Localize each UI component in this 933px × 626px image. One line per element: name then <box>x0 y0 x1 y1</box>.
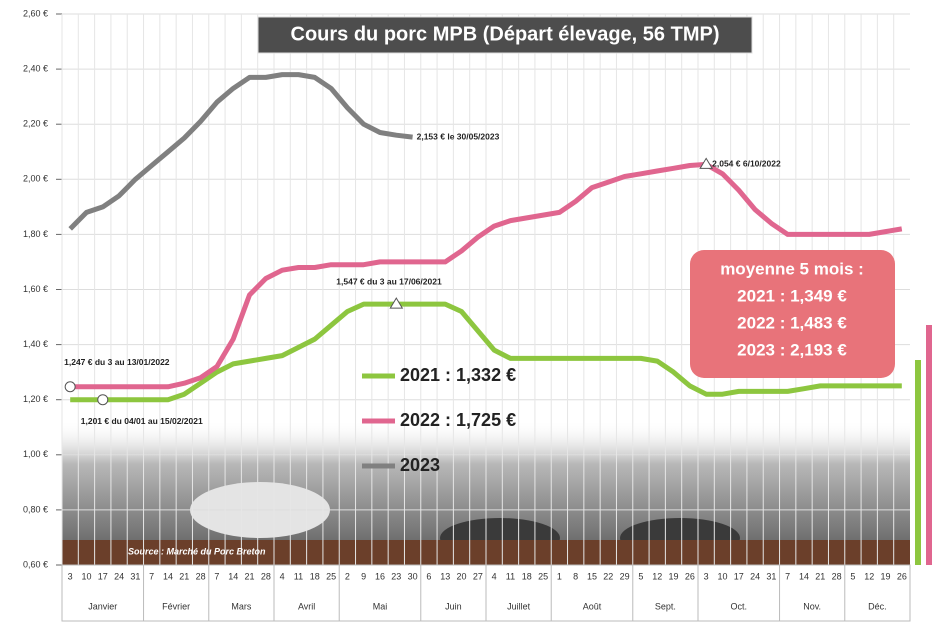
month-label: Mars <box>231 601 251 611</box>
x-tick-label: 10 <box>717 571 727 581</box>
x-tick-label: 7 <box>785 571 790 581</box>
x-tick-label: 16 <box>375 571 385 581</box>
month-label: Avril <box>298 601 315 611</box>
annotation-marker <box>65 382 75 392</box>
y-tick-label: 0,80 € <box>23 504 48 514</box>
month-label: Février <box>162 601 190 611</box>
month-label: Janvier <box>88 601 117 611</box>
x-tick-label: 26 <box>897 571 907 581</box>
x-tick-label: 10 <box>81 571 91 581</box>
average-title: moyenne 5 mois : <box>720 259 864 278</box>
x-tick-label: 17 <box>98 571 108 581</box>
x-tick-label: 21 <box>179 571 189 581</box>
x-tick-label: 6 <box>426 571 431 581</box>
month-label: Août <box>583 601 602 611</box>
x-tick-label: 28 <box>261 571 271 581</box>
x-tick-label: 14 <box>799 571 809 581</box>
x-tick-label: 17 <box>734 571 744 581</box>
average-line: 2022 : 1,483 € <box>737 313 847 332</box>
month-label: Mai <box>373 601 388 611</box>
x-tick-label: 3 <box>68 571 73 581</box>
x-tick-label: 25 <box>538 571 548 581</box>
x-tick-label: 14 <box>228 571 238 581</box>
y-tick-label: 0,60 € <box>23 559 48 569</box>
month-label: Juillet <box>507 601 531 611</box>
x-tick-label: 15 <box>587 571 597 581</box>
x-tick-label: 18 <box>310 571 320 581</box>
x-tick-label: 31 <box>766 571 776 581</box>
x-tick-label: 21 <box>815 571 825 581</box>
legend-label: 2022 : 1,725 € <box>400 410 516 430</box>
x-tick-label: 29 <box>620 571 630 581</box>
x-tick-label: 12 <box>864 571 874 581</box>
month-label: Sept. <box>655 601 676 611</box>
annotation: 1,547 € du 3 au 17/06/2021 <box>336 276 442 286</box>
x-tick-label: 26 <box>685 571 695 581</box>
x-tick-label: 28 <box>832 571 842 581</box>
x-tick-label: 3 <box>704 571 709 581</box>
x-tick-label: 22 <box>603 571 613 581</box>
month-label: Nov. <box>803 601 821 611</box>
y-tick-label: 1,00 € <box>23 449 48 459</box>
x-tick-label: 7 <box>214 571 219 581</box>
x-tick-label: 1 <box>557 571 562 581</box>
x-tick-label: 19 <box>881 571 891 581</box>
x-tick-label: 13 <box>440 571 450 581</box>
y-tick-label: 2,00 € <box>23 174 48 184</box>
x-tick-label: 20 <box>457 571 467 581</box>
x-tick-label: 7 <box>149 571 154 581</box>
x-tick-label: 31 <box>130 571 140 581</box>
x-tick-label: 11 <box>294 571 303 581</box>
x-tick-label: 24 <box>114 571 124 581</box>
x-tick-label: 23 <box>391 571 401 581</box>
x-tick-label: 18 <box>522 571 532 581</box>
annotation: 1,247 € du 3 au 13/01/2022 <box>64 357 170 367</box>
x-tick-label: 28 <box>196 571 206 581</box>
x-tick-label: 8 <box>573 571 578 581</box>
x-tick-label: 21 <box>245 571 255 581</box>
annotation: 1,201 € du 04/01 au 15/02/2021 <box>81 416 203 426</box>
x-tick-label: 30 <box>408 571 418 581</box>
y-tick-label: 1,60 € <box>23 284 48 294</box>
annotation-marker <box>98 395 108 405</box>
x-tick-label: 19 <box>669 571 679 581</box>
x-tick-label: 4 <box>492 571 497 581</box>
x-tick-label: 12 <box>652 571 662 581</box>
month-label: Oct. <box>731 601 748 611</box>
annotation: 2,054 € 6/10/2022 <box>712 159 781 169</box>
x-tick-label: 5 <box>638 571 643 581</box>
x-tick-label: 2 <box>345 571 350 581</box>
x-tick-label: 24 <box>750 571 760 581</box>
source: Source : Marché du Porc Breton <box>128 546 266 556</box>
x-tick-label: 11 <box>506 571 515 581</box>
y-tick-label: 2,60 € <box>23 8 48 18</box>
month-label: Juin <box>445 601 462 611</box>
decor-bar <box>915 360 921 565</box>
decor-bar <box>926 325 932 565</box>
annotation: 2,153 € le 30/05/2023 <box>417 131 500 141</box>
y-tick-label: 2,20 € <box>23 119 48 129</box>
chart-title: Cours du porc MPB (Départ élevage, 56 TM… <box>291 23 720 45</box>
average-line: 2021 : 1,349 € <box>737 286 847 305</box>
x-tick-label: 4 <box>280 571 285 581</box>
chart: 0,60 € 0,80 € 1,00 € 1,20 € 1,40 € 1,60 € 1,80… <box>0 0 933 626</box>
x-tick-label: 25 <box>326 571 336 581</box>
month-label: Déc. <box>868 601 887 611</box>
y-tick-label: 2,40 € <box>23 63 48 73</box>
x-tick-label: 5 <box>850 571 855 581</box>
y-tick-label: 1,80 € <box>23 229 48 239</box>
y-tick-label: 1,20 € <box>23 394 48 404</box>
x-tick-label: 27 <box>473 571 483 581</box>
x-tick-label: 9 <box>361 571 366 581</box>
average-line: 2023 : 2,193 € <box>737 340 847 359</box>
y-tick-label: 1,40 € <box>23 339 48 349</box>
x-tick-label: 14 <box>163 571 173 581</box>
legend-label: 2021 : 1,332 € <box>400 365 516 385</box>
legend-label: 2023 <box>400 455 440 475</box>
